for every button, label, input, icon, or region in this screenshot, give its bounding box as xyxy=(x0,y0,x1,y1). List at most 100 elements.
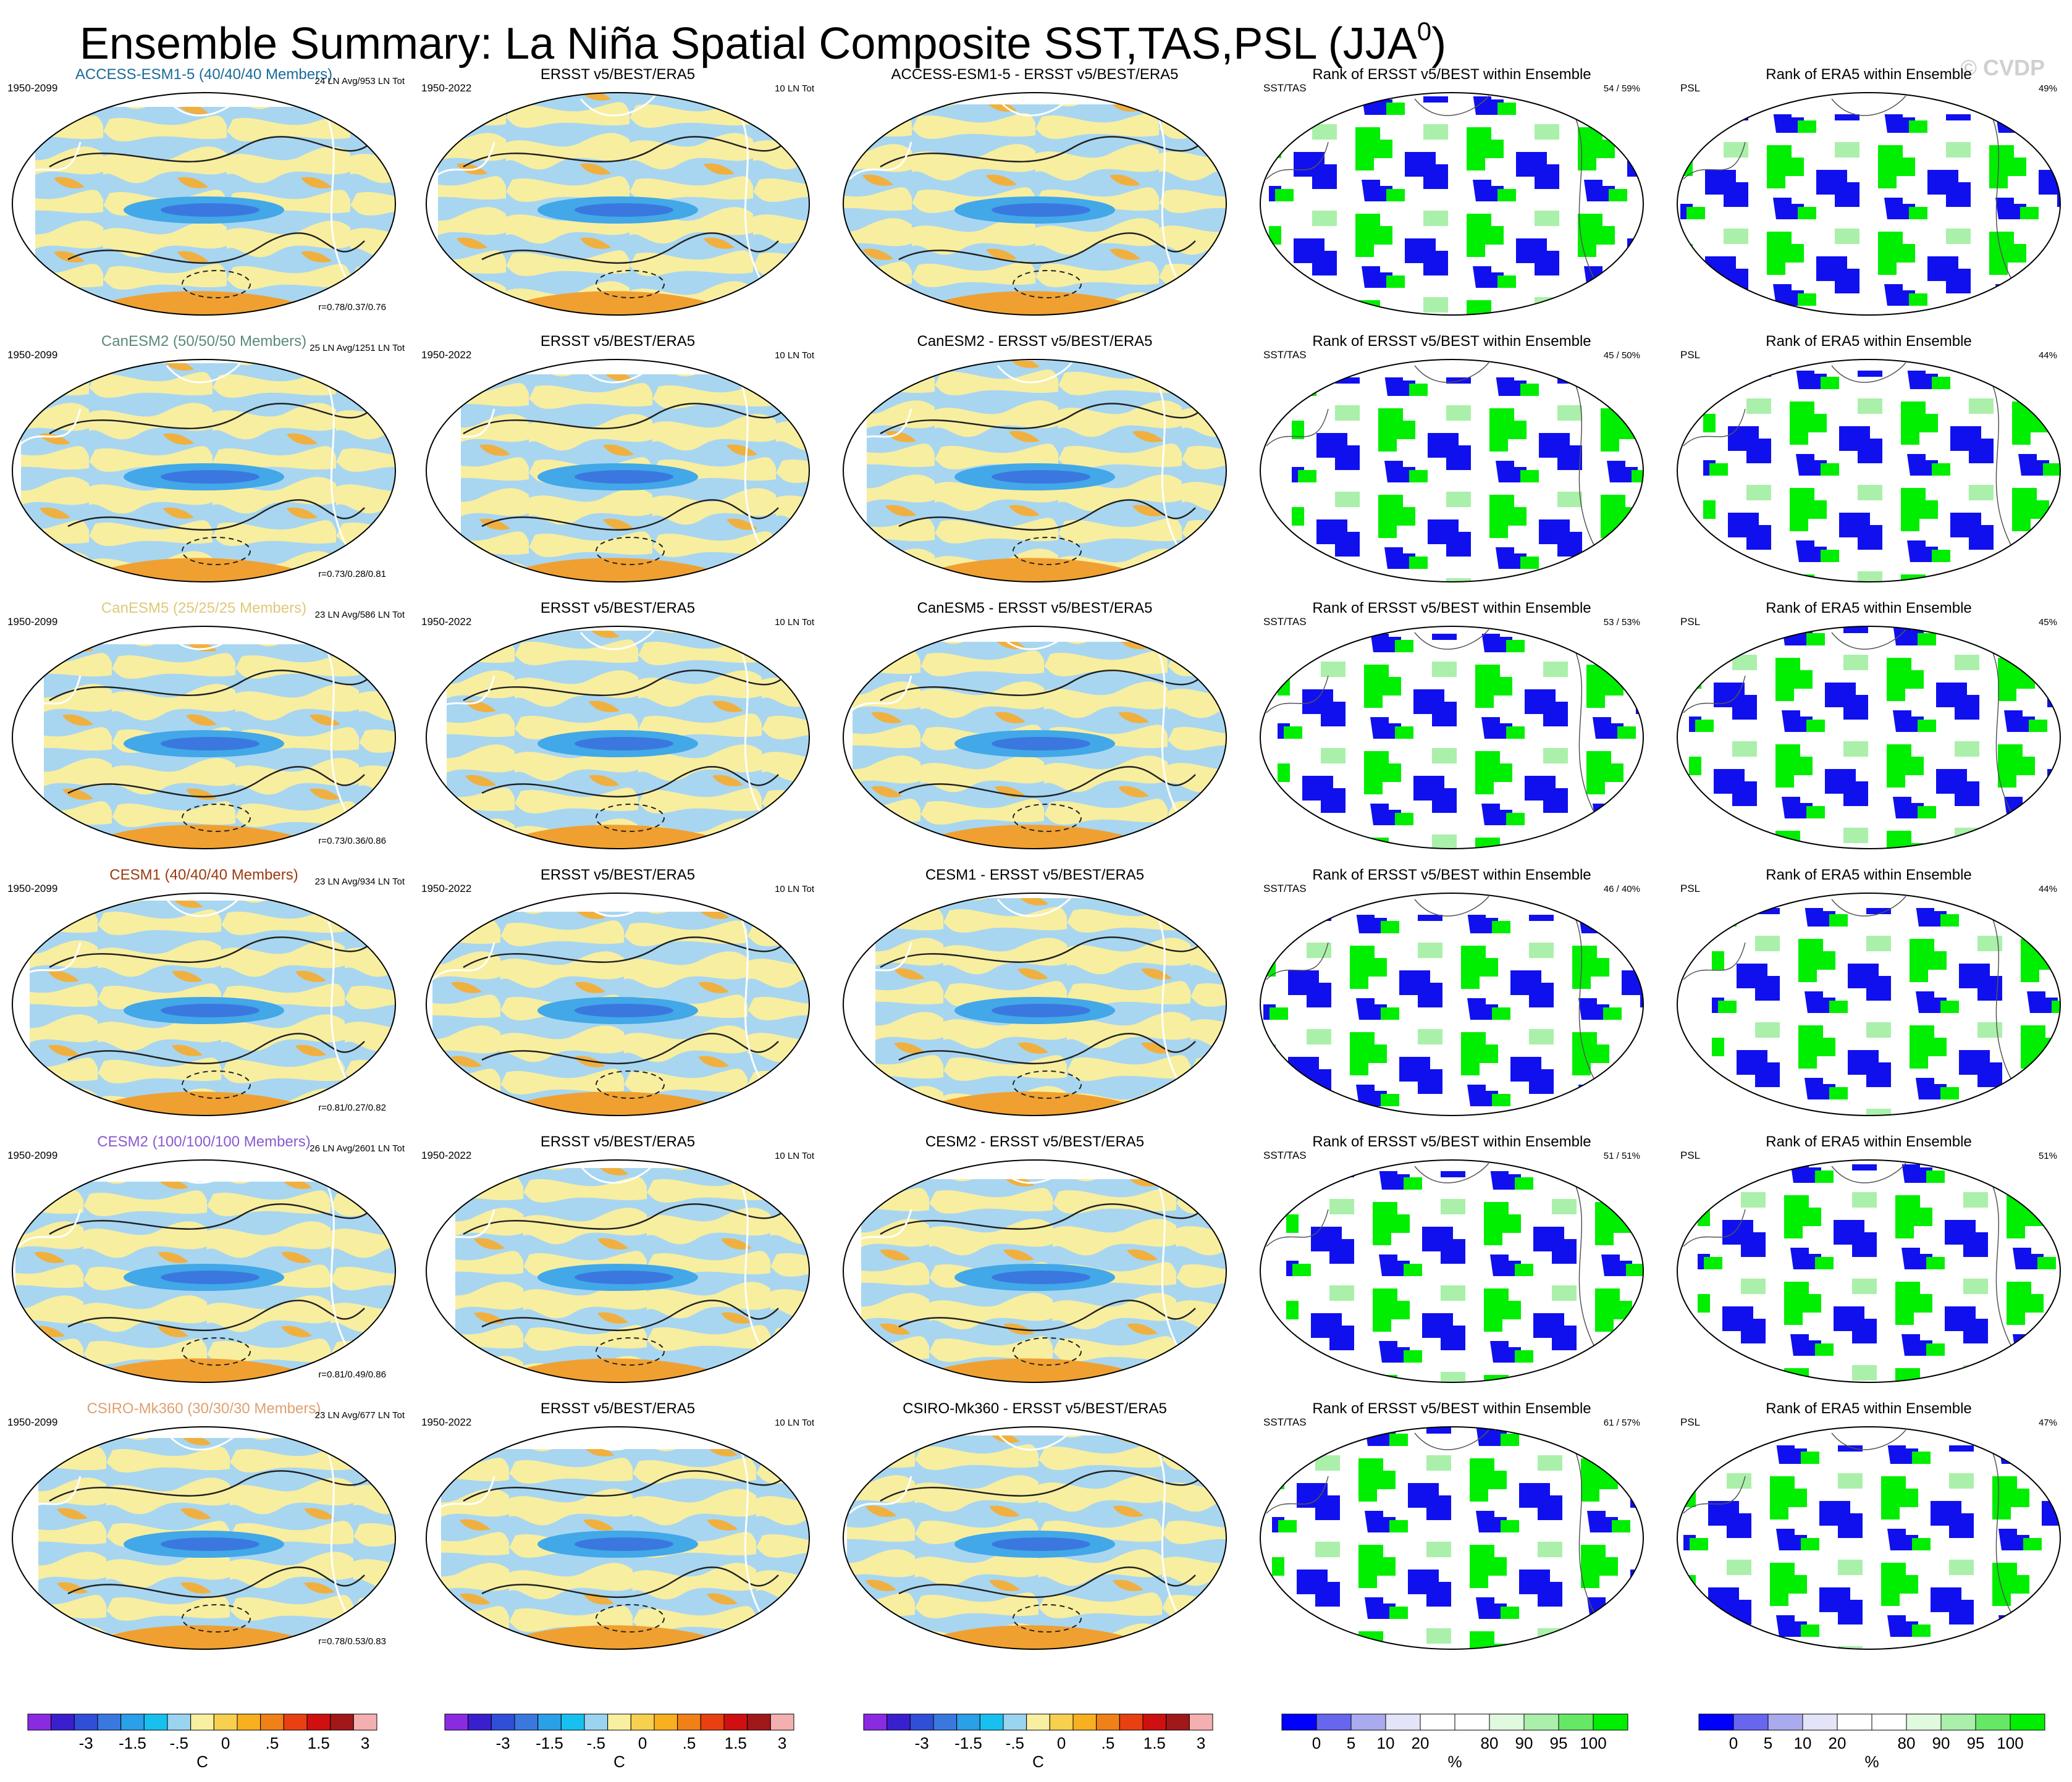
model-ln-info: 23 LN Avg/586 LN Tot xyxy=(315,610,405,620)
model-ln-info: 25 LN Avg/1251 LN Tot xyxy=(310,343,405,353)
colorbar-tick-label: -.5 xyxy=(587,1734,605,1752)
colorbar-tick-label: 3 xyxy=(1197,1734,1205,1752)
obs-info: 10 LN Tot xyxy=(775,83,815,94)
rank-psl-title: Rank of ERA5 within Ensemble xyxy=(1766,1133,1972,1150)
map-outline xyxy=(1677,1426,2061,1650)
model-years: 1950-2099 xyxy=(7,1416,57,1428)
map-outline xyxy=(1677,1159,2061,1383)
map-anom xyxy=(843,1426,1227,1650)
colorbar-tick-label: 1.5 xyxy=(308,1734,330,1752)
colorbar-unit: % xyxy=(1864,1752,1879,1771)
obs-years: 1950-2022 xyxy=(421,349,471,361)
colorbar-swatch xyxy=(1802,1713,1838,1731)
colorbar-swatch xyxy=(1281,1713,1317,1731)
rank-sst-pct: 46 / 40% xyxy=(1604,884,1640,894)
colorbar-swatch xyxy=(560,1713,585,1731)
model-label: CESM1 (40/40/40 Members) xyxy=(109,867,298,883)
colorbar-tick-label: 0 xyxy=(221,1734,230,1752)
obs-years: 1950-2022 xyxy=(421,1416,471,1428)
colorbar-tick-label: 1.5 xyxy=(725,1734,747,1752)
rank-sst-pct: 53 / 53% xyxy=(1604,617,1640,628)
colorbar-swatch xyxy=(863,1713,888,1731)
colorbar-tick-label: -3 xyxy=(79,1734,93,1752)
pattern-correlation: r=0.73/0.36/0.86 xyxy=(318,836,386,846)
panel-row-CESM2: CESM2 (100/100/100 Members) 1950-2099 26 L… xyxy=(7,1133,2061,1383)
map-rank xyxy=(1260,1426,1644,1650)
colorbar-tick-label: 3 xyxy=(361,1734,369,1752)
obs-years: 1950-2022 xyxy=(421,616,471,628)
model-years: 1950-2099 xyxy=(7,883,57,894)
colorbar-swatch xyxy=(1049,1713,1074,1731)
rank-psl-title: Rank of ERA5 within Ensemble xyxy=(1766,66,1972,83)
rank-psl-var: PSL xyxy=(1680,883,1700,894)
colorbar-row: -3 -1.5 -.5 0 .5 1.5 3 C -3 -1.5 -.5 0 .5 1.5 3 C -3 -1.5… xyxy=(27,1713,2045,1771)
map-outline xyxy=(843,1159,1227,1383)
colorbar-anomaly: -3 -1.5 -.5 0 .5 1.5 3 C xyxy=(27,1713,377,1771)
map-outline xyxy=(1260,359,1644,582)
colorbar-tick-label: 1.5 xyxy=(1143,1734,1166,1752)
colorbar-swatch xyxy=(1733,1713,1769,1731)
map-outline xyxy=(843,92,1227,316)
map-outline xyxy=(1260,1159,1644,1383)
obs-title: ERSST v5/BEST/ERA5 xyxy=(541,1400,695,1417)
map-rank xyxy=(1677,359,2061,582)
map-outline xyxy=(1677,893,2061,1116)
colorbar-swatch xyxy=(1350,1713,1386,1731)
colorbar-swatch xyxy=(909,1713,934,1731)
map-outline xyxy=(1260,626,1644,849)
figure-title-main: Ensemble Summary: La Niña Spatial Compos… xyxy=(80,19,1417,69)
colorbar-tick-label: .5 xyxy=(1101,1734,1115,1752)
colorbar-tick-label: 100 xyxy=(1997,1734,2023,1752)
colorbar-unit: C xyxy=(196,1752,208,1771)
rank-sst-title: Rank of ERSST v5/BEST within Ensemble xyxy=(1312,1133,1591,1150)
model-ln-info: 23 LN Avg/934 LN Tot xyxy=(315,876,405,887)
colorbar-swatch xyxy=(677,1713,701,1731)
map-anom xyxy=(12,1159,396,1383)
colorbar-swatch xyxy=(1454,1713,1490,1731)
colorbar-swatch xyxy=(330,1713,354,1731)
colorbar-tick-label: 80 xyxy=(1481,1734,1499,1752)
colorbar-tick-label: -1.5 xyxy=(536,1734,563,1752)
map-rank xyxy=(1677,1426,2061,1650)
colorbar-swatch xyxy=(1523,1713,1559,1731)
map-outline xyxy=(843,1426,1227,1650)
colorbar-swatch xyxy=(260,1713,284,1731)
colorbar-tick-label: 95 xyxy=(1550,1734,1568,1752)
colorbar-anomaly: -3 -1.5 -.5 0 .5 1.5 3 C xyxy=(863,1713,1213,1771)
model-label: CSIRO-Mk360 (30/30/30 Members) xyxy=(87,1400,321,1417)
obs-title: ERSST v5/BEST/ERA5 xyxy=(541,600,695,616)
map-anom xyxy=(12,1426,396,1650)
rank-psl-var: PSL xyxy=(1680,616,1700,628)
map-rank xyxy=(1677,1159,2061,1383)
rank-sst-title: Rank of ERSST v5/BEST within Ensemble xyxy=(1312,600,1591,616)
rank-sst-pct: 54 / 59% xyxy=(1604,83,1640,94)
colorbar-tick-label: 10 xyxy=(1794,1734,1812,1752)
diff-title: CESM2 - ERSST v5/BEST/ERA5 xyxy=(925,1133,1144,1150)
colorbar-tick-label: 95 xyxy=(1967,1734,1985,1752)
colorbar-tick-label: 20 xyxy=(1829,1734,1847,1752)
pattern-correlation: r=0.81/0.49/0.86 xyxy=(318,1369,386,1380)
figure-title-sup: 0 xyxy=(1417,17,1431,46)
map-anom xyxy=(426,359,810,582)
colorbar-swatch xyxy=(1593,1713,1628,1731)
model-ln-info: 24 LN Avg/953 LN Tot xyxy=(315,76,405,86)
map-outline xyxy=(12,92,396,316)
map-outline xyxy=(1677,626,2061,849)
obs-title: ERSST v5/BEST/ERA5 xyxy=(541,66,695,83)
rank-psl-var: PSL xyxy=(1680,82,1700,94)
colorbar-swatch xyxy=(1489,1713,1525,1731)
colorbar-swatch xyxy=(979,1713,1004,1731)
colorbar-swatch xyxy=(27,1713,52,1731)
colorbar-rank: 0 5 10 20 80 90 95 100% xyxy=(1281,1713,1628,1771)
colorbar-tick-label: 80 xyxy=(1898,1734,1916,1752)
rank-psl-title: Rank of ERA5 within Ensemble xyxy=(1766,600,1972,616)
colorbar-swatch xyxy=(700,1713,725,1731)
colorbar-swatch xyxy=(120,1713,145,1731)
watermark: © CVDP xyxy=(1960,55,2045,80)
figure-title: Ensemble Summary: La Niña Spatial Compos… xyxy=(80,17,1446,69)
colorbar-swatch xyxy=(1096,1713,1120,1731)
colorbar-tick-label: -3 xyxy=(915,1734,929,1752)
colorbar-swatch xyxy=(1316,1713,1352,1731)
colorbar-swatch xyxy=(444,1713,469,1731)
obs-title: ERSST v5/BEST/ERA5 xyxy=(541,333,695,350)
